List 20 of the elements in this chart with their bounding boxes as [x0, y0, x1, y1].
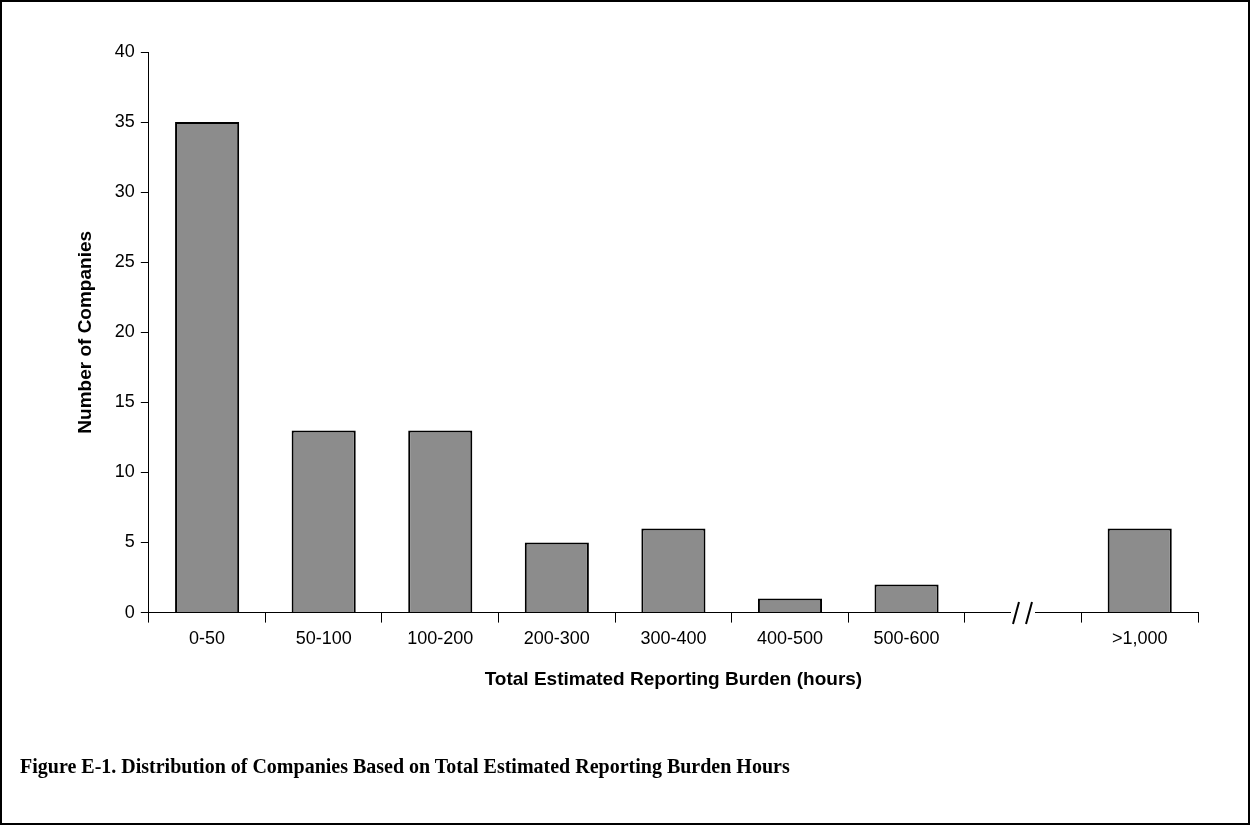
text: Figure E-1. Distribution of Companies Based on Total Estimated Reporting Burden Hours — [20, 755, 790, 778]
y-tick-label: 35 — [114, 111, 135, 132]
x-tick-label: 100-200 — [407, 628, 474, 649]
x-tick-label: 200-300 — [523, 628, 590, 649]
y-tick-label: 25 — [114, 251, 135, 272]
x-tick-label: >1,000 — [1111, 628, 1168, 649]
y-tick-label: 30 — [114, 181, 135, 202]
y-tick-label: 0 — [124, 601, 135, 622]
x-tick-label: 0-50 — [189, 628, 226, 649]
x-axis-title: Total Estimated Reporting Burden (hours) — [484, 667, 863, 689]
y-tick-label: 40 — [114, 40, 135, 61]
x-tick-label: 500-600 — [873, 628, 940, 649]
y-tick-label: 20 — [114, 321, 135, 342]
y-axis-title: Number of Companies — [73, 230, 95, 434]
y-tick-label: 5 — [124, 531, 135, 552]
y-tick-label: 15 — [114, 391, 135, 412]
x-tick-label: 300-400 — [640, 628, 707, 649]
x-tick-label: 50-100 — [295, 628, 352, 649]
y-tick-label: 10 — [114, 461, 135, 482]
x-tick-label: 400-500 — [756, 628, 824, 649]
